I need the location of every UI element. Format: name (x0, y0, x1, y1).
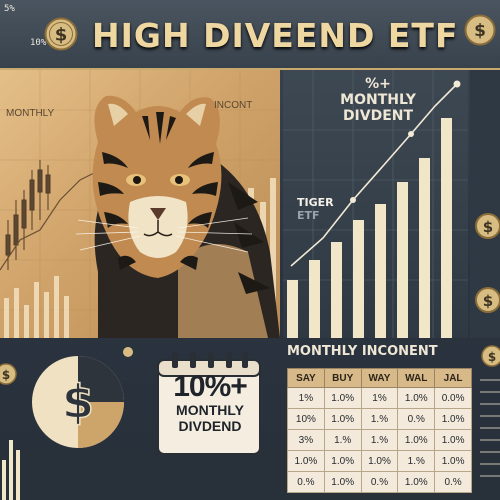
table-cell: 1.0% (287, 450, 325, 472)
tiger-illustration (75, 95, 280, 338)
table-cell: 1.% (323, 429, 362, 451)
growth-bar (419, 158, 430, 338)
table-cell: 1.0% (323, 408, 362, 430)
dollar-coin-icon: $ (481, 345, 500, 367)
table-cell: 1.0% (323, 387, 362, 409)
table-cell: 1.0% (434, 429, 472, 451)
growth-trend-line (290, 83, 458, 267)
table-row: 1.0% 1.0% 1.0% 1.% 1.0% (287, 450, 472, 472)
table-row: 3% 1.% 1.% 1.0% 1.0% (287, 429, 472, 451)
growth-bar (331, 242, 342, 338)
header-tiny-right: 10% (30, 38, 47, 48)
table-cell: 1.% (397, 450, 436, 472)
dollar-coin-icon: $ (44, 17, 78, 51)
edge-coin-column: $ $ (470, 70, 500, 338)
table-cell: 1.0% (397, 387, 436, 409)
header-banner (0, 0, 500, 70)
table-header-row: SAY BUY WAY WAL JAL (287, 368, 472, 388)
table-cell: 1.0% (323, 471, 362, 493)
table-cell: 0.% (287, 471, 325, 493)
dollar-coin-icon: $ (475, 213, 500, 239)
table-cell: 0.% (397, 408, 436, 430)
promo-percent: 10%+ (173, 370, 248, 403)
dollar-coin-icon: $ (475, 287, 500, 313)
label-monthly: MONTHLY (6, 108, 55, 119)
table-row: 1% 1.0% 1% 1.0% 0.0% (287, 387, 472, 409)
header-tiny-left: 5% (4, 4, 15, 14)
tiger-chart-panel: MONTHLY INCONT (0, 70, 280, 338)
growth-bar-chart (283, 70, 468, 338)
promo-monthly: MONTHLY (176, 402, 244, 418)
dollar-coin-icon-right: $ (464, 14, 496, 46)
table-cell: 1% (287, 387, 325, 409)
table-row: 10% 1.0% 1.% 0.% 1.0% (287, 408, 472, 430)
table-cell: 0.% (360, 471, 399, 493)
column-header: JAL (434, 368, 472, 388)
growth-bar (441, 118, 452, 338)
growth-bar (397, 182, 408, 338)
table-cell: 1.0% (397, 471, 436, 493)
table-cell: 1.% (360, 408, 399, 430)
column-header: BUY (323, 368, 362, 388)
income-table: SAY BUY WAY WAL JAL 1% 1.0% 1% 1.0% 0.0%… (287, 368, 472, 493)
svg-text:$: $ (474, 21, 486, 41)
svg-text:$: $ (62, 375, 94, 429)
small-coin-icon (123, 347, 133, 357)
table-row: 0.% 1.0% 0.% 1.0% 0.% (287, 471, 472, 493)
growth-bar (375, 204, 386, 338)
monthly-dividend-title: %+ MONTHLY DIVDENT (293, 76, 463, 124)
table-cell: 10% (287, 408, 325, 430)
bottom-right-strip: $ (480, 345, 500, 477)
title-line-monthly: MONTHLY (340, 92, 416, 108)
tiger-label: TIGER (297, 196, 334, 209)
dollar-coin-icon: $ (0, 363, 17, 385)
table-cell: 0.% (434, 471, 472, 493)
income-table-title: MONTHLY INCONENT (287, 344, 438, 359)
calendar-icon (157, 352, 261, 455)
svg-text:$: $ (55, 25, 68, 46)
page-title: HIGH DIVEEND ETF (92, 16, 459, 55)
growth-bar (287, 280, 298, 338)
table-cell: 1.0% (434, 408, 472, 430)
column-header: WAY (360, 368, 399, 388)
tiger-etf-label: TIGER ETF (297, 196, 334, 222)
table-cell: 1.0% (360, 450, 399, 472)
column-header: SAY (287, 368, 325, 388)
table-cell: 1.0% (434, 450, 472, 472)
table-cell: 1.0% (397, 429, 436, 451)
svg-text:$: $ (483, 292, 493, 310)
etf-label: ETF (297, 209, 320, 222)
svg-text:$: $ (2, 368, 10, 382)
dollar-pie-icon: $ (32, 356, 124, 448)
title-line-divdent: DIVDENT (342, 108, 414, 124)
table-cell: 1% (360, 387, 399, 409)
table-cell: 0.0% (434, 387, 472, 409)
growth-bar (309, 260, 320, 338)
dividend-promo: 10%+ MONTHLY DIVDEND (158, 370, 262, 435)
bottom-left-strip: $ (0, 363, 20, 500)
growth-bar (353, 220, 364, 338)
label-income: INCONT (214, 100, 253, 111)
table-cell: 3% (287, 429, 325, 451)
table-cell: 1.% (360, 429, 399, 451)
table-cell: 1.0% (323, 450, 362, 472)
title-line-percent: %+ (365, 76, 391, 92)
growth-chart-panel: %+ MONTHLY DIVDENT TIGER ETF (283, 70, 468, 338)
column-header: WAL (397, 368, 436, 388)
promo-dividend: DIVDEND (178, 418, 242, 434)
svg-text:$: $ (488, 350, 496, 364)
svg-text:$: $ (483, 218, 493, 236)
